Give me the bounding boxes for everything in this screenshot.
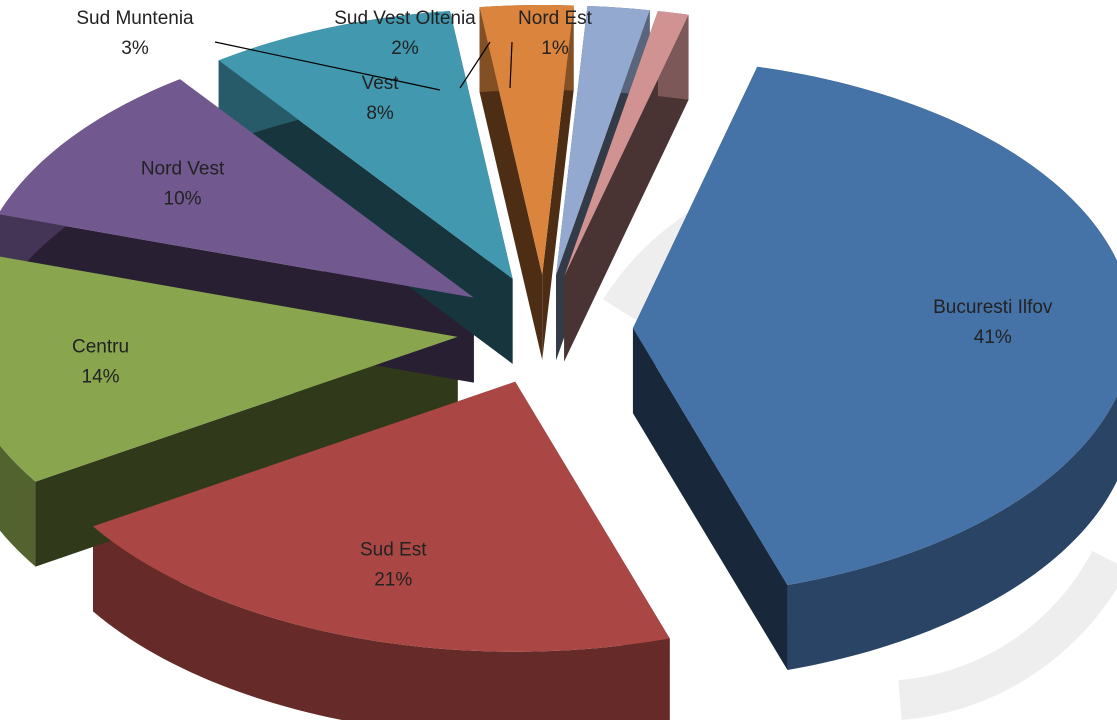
- leader-line: [214, 41, 441, 91]
- slice: [218, 10, 513, 279]
- slice: [0, 79, 474, 298]
- slice-label: Sud Muntenia: [76, 8, 194, 29]
- slice-label: Nord Est: [518, 8, 593, 29]
- slice-label: Sud Vest Oltenia: [334, 8, 476, 29]
- slice-label: Bucuresti Ilfov: [933, 297, 1053, 318]
- slice-label: Nord Vest: [141, 158, 225, 179]
- slice: [632, 66, 1117, 586]
- slice-side: [542, 5, 574, 361]
- slice-tops: [0, 5, 1117, 652]
- labels: Bucuresti Ilfov 41% Sud Est 21% Centru 14% Nor…: [72, 8, 1053, 591]
- slice-label: Vest: [362, 73, 400, 94]
- leader-line: [459, 41, 491, 89]
- slice: [564, 11, 689, 277]
- slice-value-label: 3%: [121, 38, 149, 59]
- slice-value-label: 2%: [391, 38, 419, 59]
- leader-line: [509, 41, 513, 89]
- slice-label: Sud Est: [360, 540, 427, 561]
- slice-value-label: 1%: [541, 38, 569, 59]
- slice: [556, 5, 650, 276]
- slice-side: [93, 526, 670, 720]
- slice-side: [564, 14, 689, 362]
- slice-side: [0, 445, 36, 567]
- slice: [93, 381, 670, 652]
- slice: [0, 256, 458, 482]
- slice-label: Centru: [72, 336, 129, 357]
- slice-side: [632, 328, 788, 671]
- slice: [479, 5, 574, 276]
- slice-value-label: 10%: [164, 188, 202, 209]
- slice-value-label: 21%: [374, 570, 412, 591]
- slice-value-label: 41%: [974, 327, 1012, 348]
- slice-value-label: 8%: [366, 103, 394, 124]
- slice-side: [479, 7, 543, 361]
- slice-value-label: 14%: [82, 366, 120, 387]
